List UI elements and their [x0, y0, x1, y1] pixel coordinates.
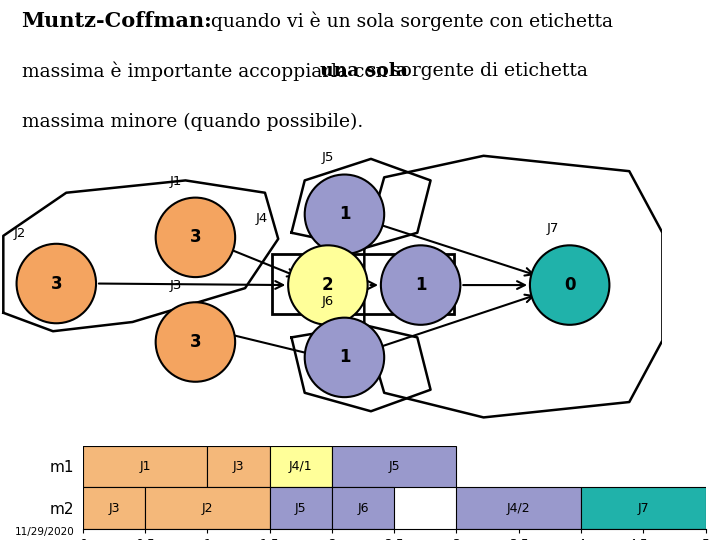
- Ellipse shape: [305, 174, 384, 254]
- Ellipse shape: [17, 244, 96, 323]
- Text: massima minore (quando possibile).: massima minore (quando possibile).: [22, 112, 363, 131]
- Ellipse shape: [288, 245, 368, 325]
- Ellipse shape: [305, 318, 384, 397]
- Text: 1: 1: [338, 205, 350, 223]
- Text: J5: J5: [322, 151, 334, 165]
- Text: J7: J7: [547, 222, 559, 235]
- Text: 0: 0: [564, 276, 575, 294]
- Text: Muntz-Coffman:: Muntz-Coffman:: [22, 11, 212, 31]
- Text: J3: J3: [108, 502, 120, 515]
- Bar: [332, 446, 456, 487]
- Text: 3: 3: [189, 228, 201, 246]
- Bar: [270, 446, 332, 487]
- Text: 1: 1: [415, 276, 426, 294]
- Text: J1: J1: [140, 460, 150, 473]
- Text: J2: J2: [14, 227, 26, 240]
- Text: 3: 3: [50, 274, 62, 293]
- Text: J6: J6: [357, 502, 369, 515]
- Text: J7: J7: [637, 502, 649, 515]
- Text: 1: 1: [338, 348, 350, 367]
- Text: J3: J3: [233, 460, 244, 473]
- Text: J4: J4: [256, 212, 268, 225]
- Ellipse shape: [156, 302, 235, 382]
- Text: J5: J5: [295, 502, 307, 515]
- Bar: [207, 446, 270, 487]
- Text: J6: J6: [322, 295, 334, 308]
- Text: J5: J5: [388, 460, 400, 473]
- Bar: [456, 487, 581, 529]
- Bar: [83, 446, 207, 487]
- Bar: [270, 487, 332, 529]
- Bar: [332, 487, 395, 529]
- Text: 2: 2: [322, 276, 333, 294]
- Bar: [83, 487, 145, 529]
- Bar: [581, 487, 706, 529]
- Text: J2: J2: [202, 502, 213, 515]
- Ellipse shape: [156, 198, 235, 277]
- Text: J3: J3: [169, 279, 181, 292]
- Ellipse shape: [530, 245, 609, 325]
- Text: massima è importante accoppiarla con: massima è importante accoppiarla con: [22, 62, 393, 82]
- Text: J4/1: J4/1: [289, 460, 312, 473]
- Text: J4/2: J4/2: [507, 502, 531, 515]
- Text: 3: 3: [189, 333, 201, 351]
- Text: una sola: una sola: [320, 62, 408, 80]
- Text: quando vi è un sola sorgente con etichetta: quando vi è un sola sorgente con etichet…: [205, 11, 613, 31]
- Bar: [271, 254, 454, 314]
- Text: J1: J1: [169, 174, 181, 187]
- Text: 11/29/2020: 11/29/2020: [14, 526, 74, 537]
- Bar: [145, 487, 270, 529]
- Ellipse shape: [381, 245, 460, 325]
- Text: sorgente di etichetta: sorgente di etichetta: [385, 62, 588, 80]
